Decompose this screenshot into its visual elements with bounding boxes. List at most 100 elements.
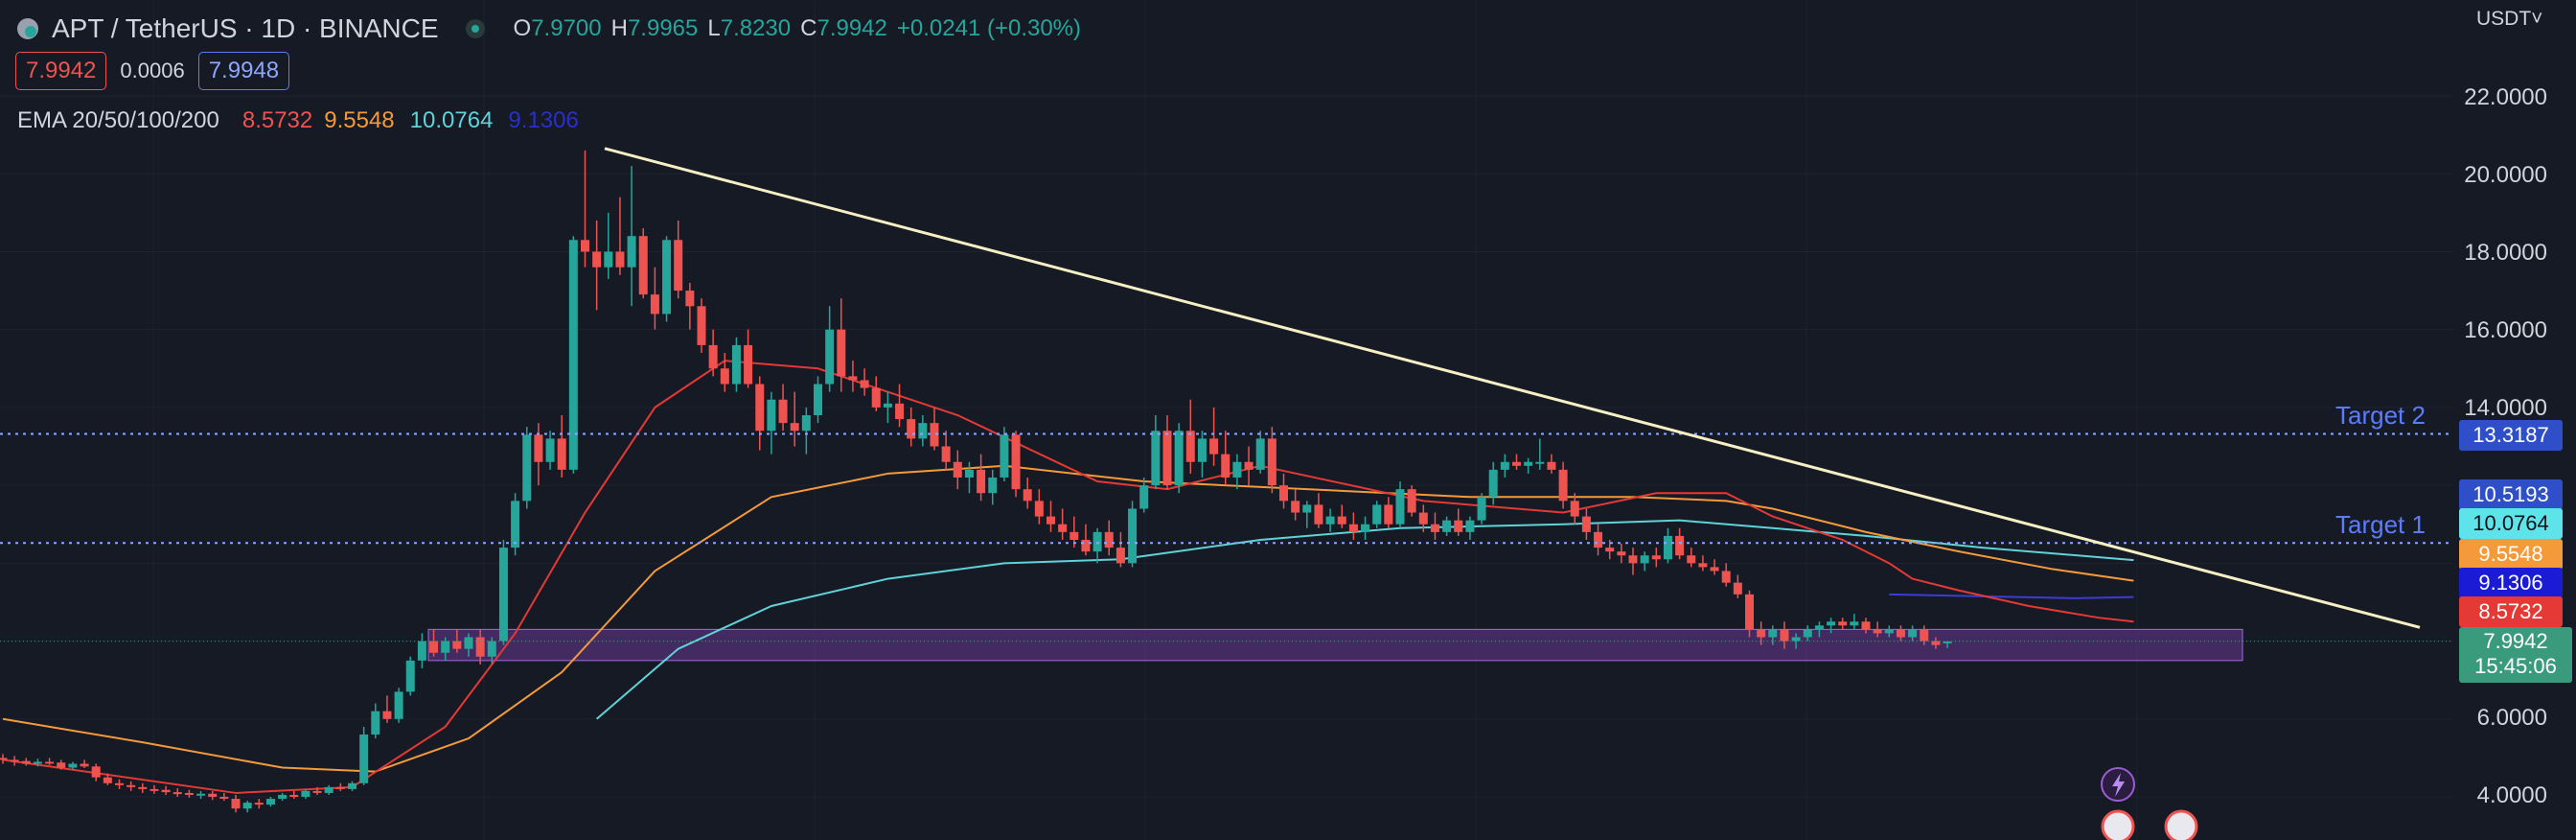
candle-body	[1861, 621, 1871, 630]
candle-body	[487, 641, 496, 657]
candle-body	[150, 788, 159, 791]
candle-body	[592, 251, 602, 268]
us-flag-icon-2[interactable]	[2164, 809, 2198, 840]
candle-body	[731, 344, 741, 385]
target-levels	[0, 432, 2453, 642]
lightning-icon-glyph	[2112, 773, 2125, 797]
close-label: C	[800, 15, 817, 41]
candle-body	[312, 790, 322, 793]
target1-label[interactable]: Target 1	[2335, 510, 2426, 539]
candle-body	[615, 251, 625, 268]
candle-body	[196, 793, 206, 796]
candle-body	[1128, 508, 1138, 564]
candle-body	[755, 384, 765, 432]
currency-selector[interactable]: USDT˅	[2476, 8, 2542, 31]
target2-label[interactable]: Target 2	[2335, 401, 2426, 430]
change-value: +0.0241 (+0.30%)	[896, 15, 1082, 41]
candle-body	[21, 760, 31, 764]
candle-body	[895, 403, 905, 420]
ema-lines	[2, 360, 2134, 794]
candle-body	[1873, 629, 1882, 634]
us-flag-icon[interactable]	[2101, 809, 2135, 840]
candle-body	[778, 399, 788, 424]
sell-button[interactable]: 7.9942	[15, 52, 107, 90]
support-zone-rect	[427, 628, 2243, 662]
ema-legend[interactable]: EMA 20/50/100/200 8.5732 9.5548 10.0764 …	[17, 107, 579, 134]
candle-body	[1488, 469, 1498, 498]
event-icons[interactable]	[2101, 767, 2198, 840]
candle-body	[1535, 461, 1545, 464]
candle-body	[790, 423, 799, 432]
candle-body	[1185, 431, 1195, 462]
candle-body	[115, 782, 124, 785]
trendline[interactable]	[604, 147, 2421, 629]
support-zone	[427, 628, 2243, 662]
candle-body	[1605, 548, 1615, 552]
candle-body	[1920, 629, 1929, 642]
candle-body	[68, 763, 78, 768]
candle-body	[1279, 485, 1288, 502]
candle-body	[1104, 531, 1114, 548]
y-tick-label: 20.0000	[2464, 162, 2547, 188]
candle-body	[1442, 520, 1452, 532]
candle-body	[254, 803, 264, 805]
candle-body	[638, 236, 648, 295]
candle-body	[1850, 621, 1859, 626]
candle-body	[1291, 501, 1300, 513]
ohlc-values: O7.9700 H7.9965 L7.8230 C7.9942 +0.0241 …	[514, 15, 1081, 42]
candle-body	[57, 762, 66, 768]
candle-body	[1000, 434, 1009, 478]
candle-body	[278, 794, 288, 800]
candle-body	[767, 399, 776, 432]
candle-body	[1838, 621, 1848, 626]
market-status-icon[interactable]	[465, 19, 485, 38]
candle-body	[1011, 434, 1021, 490]
buy-button[interactable]: 7.9948	[197, 52, 290, 90]
candle-body	[1046, 516, 1055, 525]
candle-body	[348, 782, 356, 789]
open-value: 7.9700	[531, 15, 602, 41]
open-label: O	[513, 15, 532, 41]
candle-body	[324, 786, 334, 793]
candle-body	[1908, 629, 1918, 638]
candle-body	[417, 641, 426, 661]
candle-body	[1931, 641, 1941, 645]
candle-body	[1058, 524, 1068, 532]
candle-body	[10, 759, 19, 762]
ema20-value: 8.5732	[242, 107, 313, 133]
candle-body	[1232, 461, 1242, 478]
ema100-value: 10.0764	[409, 107, 494, 133]
ema200-price-tag: 9.1306	[2459, 568, 2563, 598]
candle-body	[1884, 629, 1894, 634]
spread-value: 0.0006	[120, 58, 185, 82]
trade-prices: 7.9942 0.0006 7.9948	[15, 52, 290, 90]
candle-body	[1524, 461, 1533, 466]
candle-body	[674, 240, 683, 292]
candle-body	[1803, 629, 1812, 638]
ema200-line	[1889, 593, 2134, 599]
candle-body	[1314, 504, 1323, 525]
candle-body	[907, 419, 916, 439]
candle-body	[1768, 629, 1778, 638]
candle-body	[242, 803, 252, 809]
candle-body	[138, 786, 148, 789]
candle-body	[1267, 438, 1276, 486]
symbol-title[interactable]: APT / TetherUS · 1D · BINANCE	[52, 13, 439, 43]
candle-body	[627, 236, 636, 268]
candle-body	[1640, 555, 1649, 564]
candle-body	[464, 637, 473, 649]
candle-body	[650, 294, 659, 315]
candle-body	[1710, 567, 1719, 572]
candle-body	[1558, 469, 1568, 502]
candle-body	[1454, 520, 1463, 532]
candle-body	[801, 415, 811, 432]
candle-body	[1116, 548, 1125, 564]
candle-body	[1081, 539, 1091, 552]
candle-body	[172, 792, 182, 795]
candle-body	[883, 403, 892, 408]
candle-body	[33, 761, 42, 764]
close-value: 7.9942	[816, 15, 887, 41]
candle-body	[930, 423, 939, 447]
candle-body	[1827, 621, 1836, 626]
